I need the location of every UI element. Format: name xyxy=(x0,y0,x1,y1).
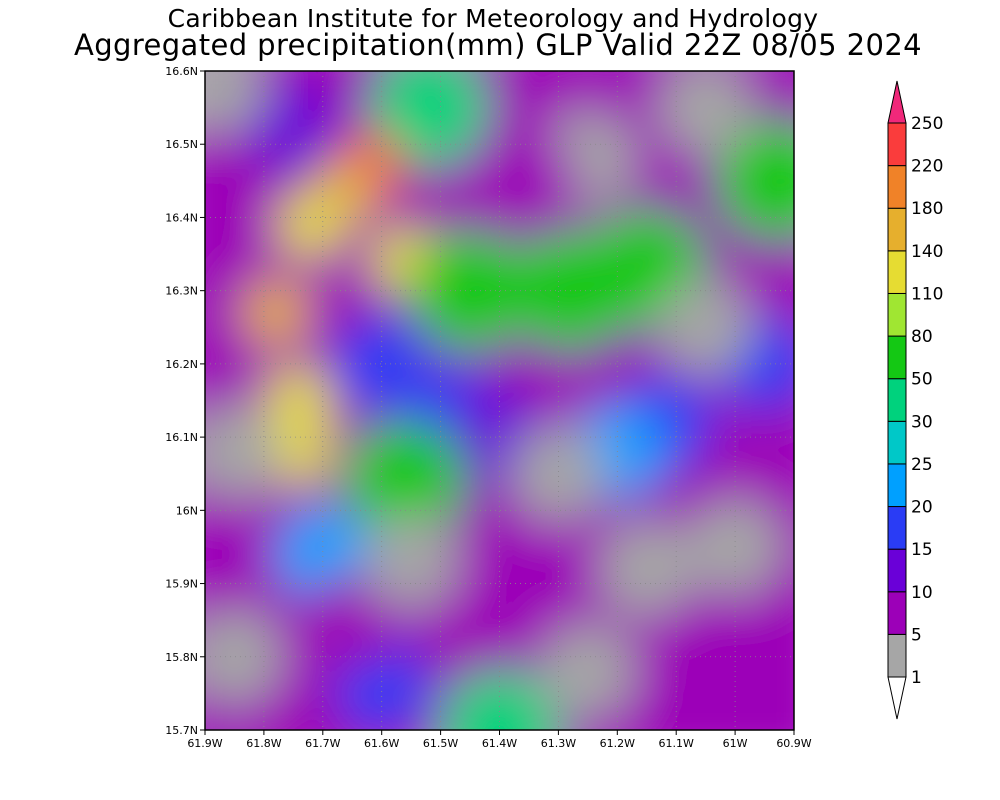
x-tick-label: 61.7W xyxy=(305,737,340,750)
precip-cell-0 xyxy=(205,132,265,229)
y-axis: 15.7N 15.8N 15.9N 16N 16.1N 16.2N 16.3N 16.4N 16… xyxy=(165,65,205,737)
precip-cell-28 xyxy=(598,520,695,617)
colorbar-swatch xyxy=(887,250,907,294)
precip-cell-24 xyxy=(304,572,401,669)
colorbar-swatch xyxy=(887,378,907,422)
colorbar-swatch xyxy=(887,207,907,252)
y-tick-label: 15.8N xyxy=(165,651,198,664)
plot-area xyxy=(205,71,794,730)
colorbar-label: 250 xyxy=(911,114,943,134)
precip-cell-35 xyxy=(205,403,283,500)
colorbar-label: 20 xyxy=(911,498,933,518)
colorbar-swatch-low xyxy=(887,676,907,720)
colorbar-swatch xyxy=(887,506,907,550)
colorbar-label: 5 xyxy=(911,625,922,645)
y-tick-label: 15.7N xyxy=(165,724,198,737)
colorbar-swatch xyxy=(887,463,907,508)
y-tick-label: 16.1N xyxy=(165,431,198,444)
precip-cell-26 xyxy=(716,623,794,720)
precip-cell-8 xyxy=(265,366,334,435)
precip-cell-1 xyxy=(245,81,342,178)
precip-cell-5 xyxy=(277,190,345,259)
colorbar-label: 110 xyxy=(911,284,943,304)
colorbar-swatch-high xyxy=(887,80,907,124)
precip-cell-9 xyxy=(265,417,334,486)
x-tick-label: 61.8W xyxy=(246,737,281,750)
y-tick-label: 16.6N xyxy=(165,65,198,78)
colorbar-swatch xyxy=(887,633,907,678)
y-tick-label: 16.4N xyxy=(165,211,198,224)
y-tick-label: 16.3N xyxy=(165,285,198,298)
colorbar-label: 180 xyxy=(911,199,943,219)
precip-cell-23 xyxy=(439,670,560,730)
colorbar-label: 25 xyxy=(911,455,933,475)
y-tick-label: 16N xyxy=(176,504,198,517)
colorbar-swatch xyxy=(887,165,907,209)
precip-cell-2 xyxy=(368,71,489,168)
colorbar-label: 80 xyxy=(911,327,933,347)
colorbar-label: 1 xyxy=(911,668,922,688)
x-tick-label: 61.2W xyxy=(600,737,635,750)
precip-cell-38 xyxy=(205,71,265,134)
y-tick-label: 16.5N xyxy=(165,138,198,151)
x-tick-label: 61.5W xyxy=(423,737,458,750)
precip-cell-7 xyxy=(241,278,310,347)
x-tick-label: 61.9W xyxy=(187,737,222,750)
chart-title: Caribbean Institute for Meteorology and … xyxy=(167,4,819,33)
precip-cell-30 xyxy=(539,623,636,720)
chart-subtitle: Aggregated precipitation(mm) GLP Valid 2… xyxy=(73,28,923,62)
colorbar-label: 50 xyxy=(911,370,933,390)
x-tick-label: 61.6W xyxy=(364,737,399,750)
colorbar-label: 140 xyxy=(911,242,943,262)
colorbar-label: 30 xyxy=(911,412,933,432)
colorbar-swatch xyxy=(887,591,907,635)
colorbar-swatch xyxy=(887,420,907,465)
colorbar-label: 15 xyxy=(911,540,933,560)
precip-cell-17 xyxy=(716,120,794,241)
colorbar-label: 220 xyxy=(911,157,943,177)
precip-field-layer xyxy=(205,71,794,730)
x-tick-label: 61.4W xyxy=(482,737,517,750)
precip-cell-27 xyxy=(510,425,607,522)
colorbar-swatch xyxy=(887,292,907,337)
precip-cell-29 xyxy=(205,608,283,705)
precip-cell-10 xyxy=(333,315,430,412)
x-tick-label: 61.1W xyxy=(659,737,694,750)
y-tick-label: 15.9N xyxy=(165,578,198,591)
precip-cell-32 xyxy=(363,513,460,610)
x-tick-label: 61W xyxy=(723,737,748,750)
x-axis: 61.9W 61.8W 61.7W 61.6W 61.5W 61.4W 61.3W 61.2W… xyxy=(187,730,812,750)
colorbar-swatch xyxy=(887,548,907,593)
colorbar-swatch xyxy=(887,335,907,380)
colorbar-swatch xyxy=(887,122,907,167)
precip-cell-33 xyxy=(657,71,754,156)
precip-cell-13 xyxy=(345,421,466,541)
precip-cell-36 xyxy=(657,279,754,376)
precip-cell-37 xyxy=(480,132,577,229)
y-tick-label: 16.2N xyxy=(165,358,198,371)
colorbar-label: 10 xyxy=(911,583,933,603)
x-tick-label: 60.9W xyxy=(776,737,811,750)
grid-layer xyxy=(205,71,794,730)
x-tick-label: 61.3W xyxy=(541,737,576,750)
